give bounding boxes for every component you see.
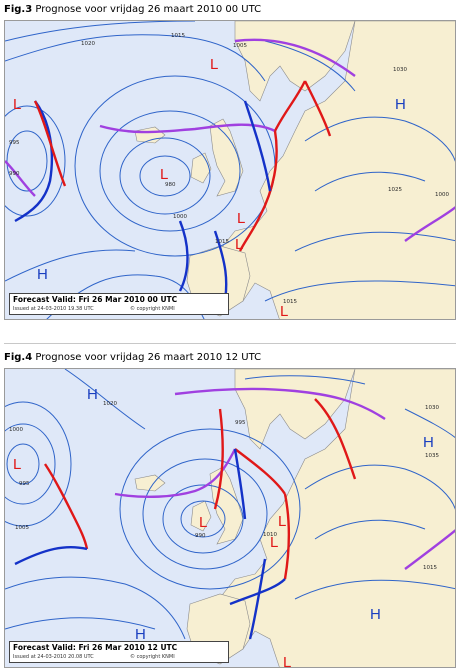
fig3-isobar-label: 995 [9, 140, 20, 146]
fig3-high-1: H [395, 96, 406, 113]
fig3-isobar-label: 990 [9, 171, 20, 177]
fig4-map-svg: H H H H L L L L L 1020 1000 995 1005 995… [5, 369, 455, 668]
fig3-land-ireland [190, 152, 212, 184]
fig4-isobar-label: 1005 [15, 525, 29, 531]
fig3-caption: Fig.3 Prognose voor vrijdag 26 maart 201… [4, 3, 261, 17]
fig3-high-2: H [37, 266, 48, 283]
fig3-isobar-label: 1020 [81, 41, 95, 47]
fig4-high-4: H [135, 626, 146, 643]
fig4-isobar-label: 1020 [103, 401, 117, 407]
fig4-copyright: © copyright KNMI [130, 654, 175, 660]
fig4-isobar-label: 995 [19, 481, 30, 487]
fig3-forecast-valid: Forecast Valid: Fri 26 Mar 2010 00 UTC [13, 295, 178, 304]
fig3-land-britain [209, 118, 244, 197]
fig3-label: Fig.3 [4, 4, 33, 15]
fig3-low-4: L [237, 210, 245, 227]
fig3-low-3: L [160, 166, 168, 183]
fig3-forecast-box: Forecast Valid: Fri 26 Mar 2010 00 UTC I… [9, 293, 229, 315]
fig4-low-5: L [283, 654, 291, 668]
fig3-land-europe [219, 21, 455, 319]
fig3-low-1: L [210, 56, 218, 73]
fig4-high-1: H [87, 386, 98, 403]
fig4-label: Fig.4 [4, 352, 33, 363]
fig3-isobar-label: 1015 [171, 33, 185, 39]
fig4-isobar-label: 1015 [423, 565, 437, 571]
fig3-issued: Issued at 24-03-2010 19.38 UTC [13, 306, 94, 312]
fig3-isobar-label: 1000 [435, 192, 449, 198]
fig3-fronts [5, 38, 455, 312]
fig4-isobar-label: 1030 [425, 405, 439, 411]
fig3-isobar-label: 1025 [388, 187, 402, 193]
fig4-caption: Fig.4 Prognose voor vrijdag 26 maart 201… [4, 351, 261, 365]
fig3-low-5: L [235, 236, 243, 253]
separator-rule [4, 343, 456, 344]
fig3-caption-text: Prognose voor vrijdag 26 maart 2010 00 U… [35, 4, 262, 15]
fig3-isobar-label: 980 [165, 182, 176, 188]
fig3-copyright: © copyright KNMI [130, 306, 175, 312]
fig3-map-svg: L L L L L L H H 1020 1015 1005 995 990 9… [5, 21, 455, 320]
fig4-land-europe [219, 369, 455, 667]
fig4-fronts [14, 387, 455, 640]
fig3-low-2: L [13, 96, 21, 113]
fig4-caption-text: Prognose voor vrijdag 26 maart 2010 12 U… [35, 352, 262, 363]
fig3-isobar-label: 1030 [393, 67, 407, 73]
fig3-land-iceland [134, 126, 166, 144]
fig4-high-2: H [423, 434, 434, 451]
fig4-isobars [5, 369, 455, 640]
fig3-isobar-label: 1015 [283, 299, 297, 305]
fig4-forecast-box: Forecast Valid: Fri 26 Mar 2010 12 UTC I… [9, 641, 229, 663]
fig4-forecast-valid: Forecast Valid: Fri 26 Mar 2010 12 UTC [13, 643, 178, 652]
fig3-low-6: L [280, 303, 288, 320]
fig4-isobar-label: 990 [195, 533, 206, 539]
fig4-low-1: L [13, 456, 21, 473]
fig3-isobar-label: 1015 [215, 239, 229, 245]
fig4-isobar-label: 995 [235, 420, 246, 426]
fig4-isobar-label: 1000 [9, 427, 23, 433]
fig4-low-2: L [199, 514, 207, 531]
fig3-isobar-label: 1000 [173, 214, 187, 220]
fig4-land-ireland [190, 500, 212, 532]
fig4-low-3: L [278, 513, 286, 530]
fig3-isobar-label: 1005 [233, 43, 247, 49]
fig4-weather-map: H H H H L L L L L 1020 1000 995 1005 995… [4, 368, 456, 668]
fig4-high-3: H [370, 606, 381, 623]
fig4-isobar-label: 1010 [263, 532, 277, 538]
fig3-weather-map: L L L L L L H H 1020 1015 1005 995 990 9… [4, 20, 456, 320]
fig4-low-4: L [270, 534, 278, 551]
fig4-isobar-label: 1035 [425, 453, 439, 459]
fig4-issued: Issued at 24-03-2010 20.08 UTC [13, 654, 94, 660]
